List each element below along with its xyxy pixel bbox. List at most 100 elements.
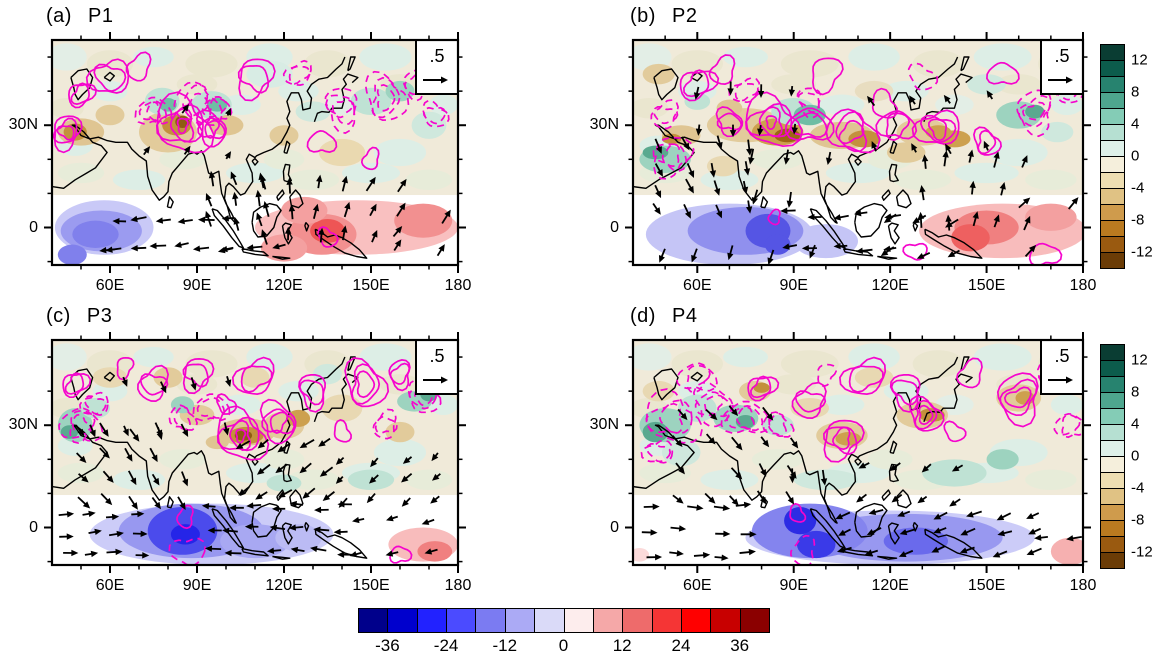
colorbar-bottom-box — [534, 608, 565, 633]
colorbar-right-box — [1100, 76, 1125, 93]
colorbar-right-box — [1100, 360, 1125, 377]
colorbar-right-tick-label: -12 — [1131, 543, 1153, 561]
colorbar-right-box — [1100, 504, 1125, 521]
colorbar-right-tick-label: 12 — [1131, 51, 1148, 69]
colorbar-right-box — [1100, 408, 1125, 425]
colorbar-right-tick-label: -4 — [1131, 179, 1145, 197]
colorbar-right-tick-label: 8 — [1131, 383, 1140, 401]
y-tick-label: 0 — [610, 518, 619, 536]
colorbar-bottom-box — [563, 608, 594, 633]
colorbar-right-box — [1100, 204, 1125, 221]
colorbar-right-box — [1100, 236, 1125, 253]
x-tick-label: 150E — [967, 277, 1006, 294]
x-tick-label: 90E — [182, 277, 212, 294]
colorbar-right-tick-label: 12 — [1131, 351, 1148, 369]
colorbar-bottom-tick-label: 12 — [612, 636, 632, 655]
colorbar-bottom-box — [651, 608, 682, 633]
y-tick-label: 30N — [8, 416, 38, 434]
colorbar-right-tick-label: 4 — [1131, 415, 1140, 433]
map-canvas-a: .5 — [44, 32, 466, 273]
colorbar-right-tick-label: -4 — [1131, 479, 1145, 497]
colorbar-bottom-box — [592, 608, 624, 633]
colorbar-bottom-tick-label: 0 — [558, 636, 569, 655]
reference-vector-label: .5 — [1054, 346, 1069, 366]
colorbar-bottom-tick-label: 24 — [671, 636, 691, 655]
colorbar-right-box — [1100, 344, 1125, 361]
colorbar-right-box — [1100, 188, 1125, 205]
reference-vector-label: .5 — [429, 46, 444, 66]
x-tick-label: 60E — [683, 577, 712, 594]
x-tick-label: 60E — [95, 277, 125, 294]
x-tick-label: 60E — [95, 577, 125, 594]
colorbar-right-tick-label: -8 — [1131, 211, 1145, 229]
colorbar-right-box — [1100, 252, 1125, 269]
y-tick-label: 0 — [610, 218, 619, 236]
colorbar-right-box — [1100, 140, 1125, 157]
colorbar-right-box — [1100, 156, 1125, 173]
x-tick-label: 120E — [265, 277, 303, 294]
map-canvas-c: .5 — [44, 332, 466, 573]
x-tick-label: 60E — [683, 277, 712, 294]
colorbar-bottom-box — [681, 608, 712, 633]
x-tick-label: 120E — [871, 577, 909, 594]
colorbar-right-box — [1100, 520, 1125, 537]
x-tick-label: 150E — [352, 277, 390, 294]
y-tick-label: 30N — [8, 116, 38, 134]
colorbar-right-box — [1100, 376, 1125, 393]
x-tick-label: 150E — [967, 577, 1006, 594]
y-tick-label: 30N — [589, 416, 619, 434]
colorbar-bottom-tick-label: 36 — [730, 636, 750, 655]
x-tick-label: 120E — [265, 577, 303, 594]
colorbar-right-tick-label: -8 — [1131, 511, 1145, 529]
colorbar-right-box — [1100, 44, 1125, 61]
colorbar-bottom-box — [475, 608, 506, 633]
colorbar-right-box — [1100, 392, 1125, 409]
colorbar-right-tick-label: 0 — [1131, 147, 1140, 165]
x-tick-label: 180 — [1069, 577, 1097, 594]
colorbar-bottom-tick-label: -36 — [375, 636, 400, 655]
colorbar-bottom-box — [416, 608, 448, 633]
colorbar-bottom-box — [358, 608, 389, 633]
panel-title-d: (d) P4 — [630, 305, 698, 327]
x-tick-label: 150E — [352, 577, 390, 594]
colorbar-right-tick-label: -12 — [1131, 243, 1153, 261]
reference-vector-label: .5 — [429, 346, 444, 366]
colorbar-right-box — [1100, 124, 1125, 141]
colorbar-bottom-box — [387, 608, 418, 633]
y-tick-label: 0 — [29, 518, 38, 536]
colorbar-right-box — [1100, 456, 1125, 473]
colorbar-right-tick-label: 8 — [1131, 83, 1140, 101]
colorbar-bottom-box — [446, 608, 477, 633]
x-tick-label: 180 — [444, 277, 472, 294]
colorbar-bottom-box — [739, 608, 771, 633]
colorbar-right-box — [1100, 488, 1125, 505]
colorbar-right-tick-label: 0 — [1131, 447, 1140, 465]
colorbar-bottom-box — [710, 608, 741, 633]
colorbar-bottom-box — [504, 608, 536, 633]
colorbar-bottom-box — [622, 608, 653, 633]
colorbar-right-tick-label: 4 — [1131, 115, 1140, 133]
x-tick-label: 90E — [779, 277, 808, 294]
panel-title-c: (c) P3 — [46, 305, 113, 327]
colorbar-right-box — [1100, 92, 1125, 109]
map-canvas-b: .5 — [625, 32, 1091, 273]
colorbar-right-box — [1100, 108, 1125, 125]
x-tick-label: 120E — [871, 277, 909, 294]
reference-vector-label: .5 — [1054, 46, 1069, 66]
colorbar-right-box — [1100, 472, 1125, 489]
map-canvas-d: .5 — [625, 332, 1091, 573]
panel-title-a: (a) P1 — [46, 5, 114, 27]
colorbar-right-box — [1100, 552, 1125, 569]
colorbar-right-box — [1100, 172, 1125, 189]
x-tick-label: 90E — [779, 577, 808, 594]
x-tick-label: 180 — [444, 577, 472, 594]
colorbar-right-box — [1100, 220, 1125, 237]
y-tick-label: 0 — [29, 218, 38, 236]
colorbar-bottom-tick-label: -24 — [433, 636, 459, 655]
colorbar-bottom-tick-label: -12 — [492, 636, 518, 655]
x-tick-label: 90E — [182, 577, 212, 594]
colorbar-right-box — [1100, 60, 1125, 77]
panel-title-b: (b) P2 — [630, 5, 698, 27]
y-tick-label: 30N — [589, 116, 619, 134]
